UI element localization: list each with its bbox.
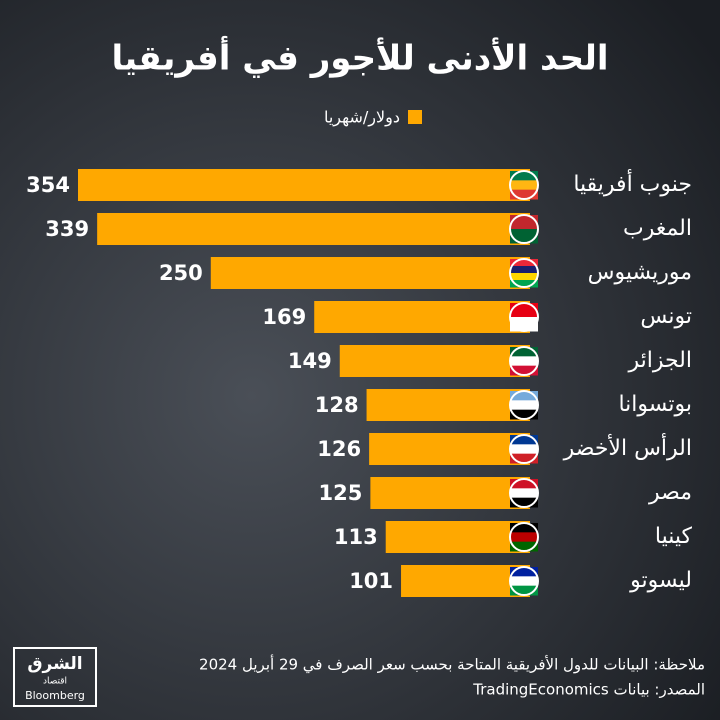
flag <box>509 522 539 552</box>
flag-ring <box>509 346 539 376</box>
flag-stripe <box>510 259 538 267</box>
bar <box>97 213 531 245</box>
flag-ring <box>509 478 539 508</box>
category-label: تونس <box>640 304 692 329</box>
category-label: جنوب أفريقيا <box>573 169 692 197</box>
category-label: مصر <box>648 480 692 505</box>
flag-stripe <box>510 347 538 357</box>
flag-stripe <box>510 479 538 489</box>
value-label: 128 <box>315 393 359 417</box>
value-label: 113 <box>334 525 378 549</box>
flag-stripe <box>510 266 538 274</box>
flag <box>509 390 539 420</box>
flag-stripe <box>510 444 538 455</box>
value-label: 250 <box>159 261 203 285</box>
flag-stripe <box>510 189 538 200</box>
flag-stripe <box>510 576 538 587</box>
flag <box>509 478 539 508</box>
bar <box>370 477 530 509</box>
value-label: 149 <box>288 349 332 373</box>
flag <box>509 258 539 288</box>
flag-ring <box>509 170 539 200</box>
flag-stripe <box>510 171 538 181</box>
value-label: 126 <box>317 437 361 461</box>
flag-stripe <box>510 273 538 281</box>
flag-stripe <box>510 585 538 596</box>
flag-stripe <box>510 280 538 288</box>
flag-stripe <box>510 391 538 401</box>
flag-ring <box>509 522 539 552</box>
flag-ring <box>509 302 539 332</box>
bar <box>339 345 530 377</box>
bar <box>385 521 530 553</box>
flag <box>509 434 539 464</box>
chart-title: الحد الأدنى للأجور في أفريقيا <box>111 36 608 79</box>
flag-stripe <box>510 497 538 508</box>
flag-stripe <box>510 435 538 445</box>
flag-ring <box>509 566 539 596</box>
flag-stripe <box>510 488 538 499</box>
category-label: الجزائر <box>627 348 692 373</box>
flag-stripe <box>510 541 538 552</box>
legend-label: دولار/شهريا <box>324 108 400 128</box>
logo: الشرق اقتصاد Bloomberg <box>13 647 97 707</box>
category-label: ليسوتو <box>629 568 692 593</box>
source: المصدر: بيانات TradingEconomics <box>472 681 705 699</box>
value-label: 169 <box>262 305 306 329</box>
flag-stripe <box>510 215 538 230</box>
bar <box>366 389 530 421</box>
flag <box>509 302 539 332</box>
category-label: بوتسوانا <box>618 392 692 417</box>
bar <box>210 257 530 289</box>
note: ملاحظة: البيانات للدول الأفريقية المتاحة… <box>199 655 705 675</box>
flag-stripe <box>510 317 538 332</box>
flag-stripe <box>510 400 538 411</box>
category-label: الرأس الأخضر <box>563 433 692 461</box>
legend-swatch <box>408 110 422 124</box>
bar <box>78 169 530 201</box>
bar <box>401 565 530 597</box>
flag-stripe <box>510 180 538 191</box>
flag-stripe <box>510 567 538 577</box>
flag-ring <box>509 390 539 420</box>
value-label: 101 <box>349 569 393 593</box>
logo-sub: اقتصاد <box>43 677 67 687</box>
logo-frame <box>13 647 97 707</box>
flag-ring <box>509 214 539 244</box>
flag-stripe <box>510 453 538 464</box>
value-label: 354 <box>26 173 70 197</box>
category-label: المغرب <box>623 216 692 241</box>
flag-stripe <box>510 523 538 533</box>
bar <box>369 433 530 465</box>
flag-stripe <box>510 356 538 367</box>
flag <box>509 566 539 596</box>
bar <box>314 301 530 333</box>
flag-stripe <box>510 229 538 244</box>
flag-ring <box>509 434 539 464</box>
flag-stripe <box>510 409 538 420</box>
flag-ring <box>509 258 539 288</box>
category-label: موريشيوس <box>588 260 692 285</box>
flag <box>509 214 539 244</box>
flag <box>509 346 539 376</box>
category-label: كينيا <box>655 524 693 549</box>
value-label: 125 <box>319 481 363 505</box>
flag-stripe <box>510 532 538 543</box>
value-label: 339 <box>45 217 89 241</box>
flag-stripe <box>510 303 538 318</box>
flag <box>509 170 539 200</box>
logo-partner: Bloomberg <box>25 689 85 702</box>
flag-stripe <box>510 365 538 376</box>
logo-name: الشرق <box>27 654 82 674</box>
